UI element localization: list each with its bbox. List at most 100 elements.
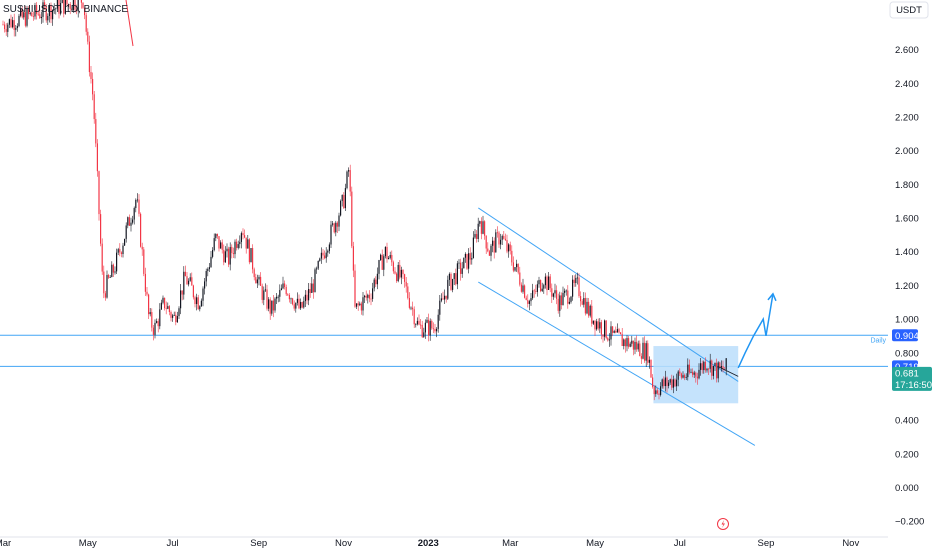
candle-body — [380, 254, 382, 261]
candle-body — [324, 255, 326, 259]
candle-body — [183, 271, 185, 295]
candle-body — [260, 276, 262, 286]
candle-body — [530, 298, 532, 302]
channel-upper-line[interactable] — [478, 207, 739, 382]
candle-body — [386, 246, 388, 260]
candle-body — [586, 301, 588, 314]
candle-body — [445, 295, 447, 299]
candle-body — [557, 298, 559, 311]
candle-body — [45, 6, 47, 21]
candle-body — [372, 288, 374, 299]
candle-body — [692, 371, 694, 375]
candle-body — [490, 245, 492, 256]
candle-body — [432, 328, 434, 330]
level-price-tag-0[interactable] — [892, 329, 918, 342]
candle-body — [620, 332, 622, 335]
y-tick-label: 0.800 — [895, 348, 919, 359]
candle-body — [658, 393, 660, 395]
candle-body — [124, 238, 126, 246]
candle-body — [80, 0, 82, 3]
time-axis[interactable]: Mar May Jul Sep Nov 2023 Mar May Jul Sep Nov — [0, 536, 932, 550]
candle-body — [356, 303, 358, 307]
candle-body — [428, 319, 430, 336]
candle-body — [343, 194, 345, 209]
candle-body — [564, 290, 566, 293]
candle-body — [82, 2, 84, 8]
candle-body — [194, 297, 196, 305]
candle-body — [248, 239, 250, 263]
candle-body — [196, 297, 198, 305]
candle-body — [232, 253, 234, 255]
candle-body — [312, 283, 314, 293]
candle-body — [148, 294, 150, 315]
candle-body — [125, 225, 127, 239]
candle-body — [655, 390, 657, 395]
candle-body — [135, 199, 137, 209]
candle-body — [181, 290, 183, 295]
candle-body — [576, 277, 578, 279]
candle-body — [695, 372, 697, 377]
candle-body — [469, 253, 471, 260]
candle-body — [277, 296, 279, 298]
channel-lower-line[interactable] — [478, 281, 756, 446]
x-tick-label: Jul — [674, 538, 686, 549]
currency-button[interactable]: USDT — [889, 1, 929, 19]
red-trend-line[interactable] — [125, 0, 134, 47]
candle-body — [623, 339, 625, 347]
candle-body — [106, 274, 108, 298]
last-price-tag[interactable] — [892, 366, 932, 391]
candle-body — [392, 262, 394, 272]
projection-path[interactable] — [737, 293, 774, 369]
candle-body — [20, 8, 22, 16]
candle-body — [708, 368, 710, 370]
candle-body — [472, 237, 474, 258]
candle-body — [416, 320, 418, 325]
candle-body — [207, 269, 209, 272]
candle-body — [52, 9, 54, 20]
candle-body — [234, 241, 236, 255]
candle-body — [650, 359, 652, 378]
candle-body — [495, 232, 497, 253]
candle-body — [221, 242, 223, 250]
candle-body — [152, 327, 154, 335]
price-axis[interactable]: −0.2000.0000.2000.4000.6000.8001.0001.20… — [888, 20, 932, 537]
x-tick-label: May — [79, 538, 97, 549]
candle-body — [378, 260, 380, 274]
candle-body — [127, 217, 129, 226]
candle-body — [687, 364, 689, 378]
candle-body — [431, 320, 433, 329]
candle-body — [440, 298, 442, 301]
candle-body — [533, 290, 535, 292]
candle-body — [477, 223, 479, 239]
candle-body — [328, 244, 330, 251]
candle-body — [482, 221, 484, 234]
lightning-icon[interactable] — [717, 518, 729, 530]
bar-countdown: 17:16:50 — [895, 380, 932, 391]
candle-body — [535, 291, 537, 292]
candle-body — [712, 365, 714, 376]
candle-body — [101, 243, 103, 272]
candle-body — [96, 143, 98, 172]
x-tick-label: Nov — [335, 538, 352, 549]
candle-body — [173, 314, 175, 316]
candle-body — [71, 8, 73, 11]
candle-body — [256, 279, 258, 284]
candle-body — [591, 305, 593, 324]
candle-body — [40, 16, 42, 19]
candle-body — [716, 362, 718, 379]
candle-body — [405, 281, 407, 287]
candle-body — [202, 288, 204, 301]
candle-body — [261, 285, 263, 300]
candle-body — [373, 279, 375, 289]
candle-body — [607, 337, 609, 341]
candle-body — [612, 326, 614, 333]
candle-body — [210, 256, 212, 268]
candle-body — [301, 302, 303, 308]
candle-body — [527, 299, 529, 304]
candle-body — [36, 5, 38, 14]
candle-body — [77, 0, 79, 12]
candle-body — [279, 290, 281, 297]
candle-body — [354, 270, 356, 307]
candle-body — [511, 250, 513, 263]
